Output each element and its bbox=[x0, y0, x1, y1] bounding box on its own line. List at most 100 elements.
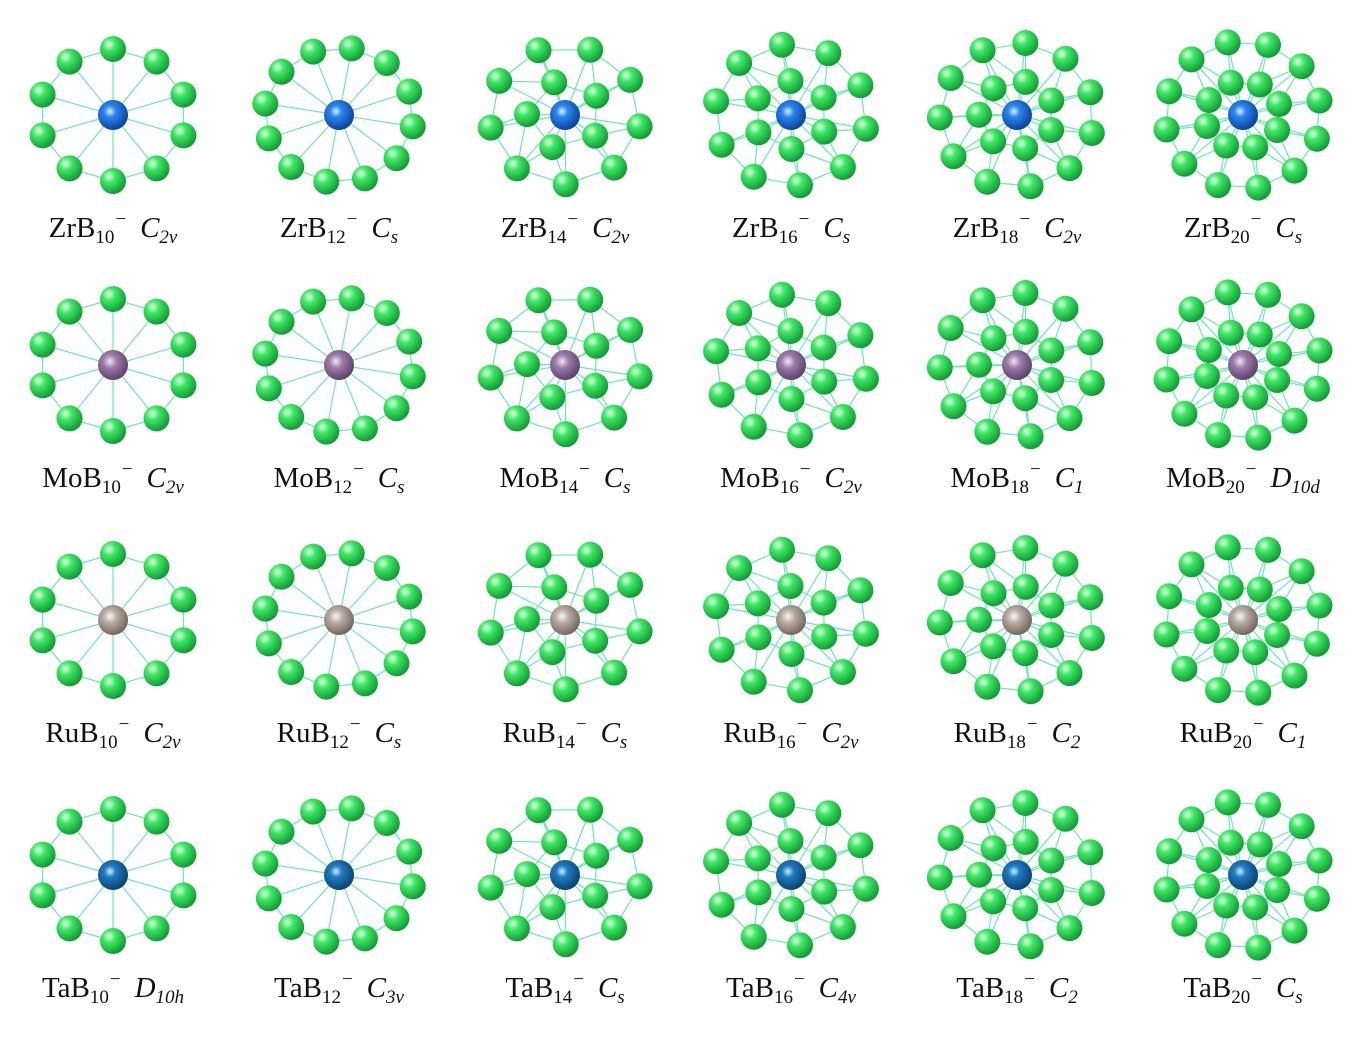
boron-atom bbox=[847, 322, 874, 349]
boron-atom bbox=[974, 928, 1001, 955]
formula-prefix: RuB bbox=[276, 717, 330, 749]
boron-atom bbox=[577, 286, 604, 313]
formula-prefix: TaB bbox=[726, 972, 774, 1004]
formula-prefix: MoB bbox=[273, 462, 334, 494]
cluster-TaB18: TaB18− C2 bbox=[904, 780, 1130, 1040]
structure-diagram bbox=[29, 796, 197, 954]
boron-atom bbox=[1017, 678, 1044, 705]
cluster-ZrB18: ZrB18− C2v bbox=[904, 20, 1130, 280]
structure-diagram bbox=[926, 790, 1105, 960]
cluster-RuB16: RuB16− C2v bbox=[678, 525, 904, 785]
boron-atom bbox=[1195, 847, 1222, 873]
boron-atom bbox=[525, 37, 552, 64]
point-group: Cs bbox=[371, 212, 399, 248]
boron-atom bbox=[829, 914, 856, 940]
boron-atom bbox=[1038, 592, 1065, 619]
boron-atom bbox=[1303, 125, 1330, 152]
boron-atom bbox=[396, 583, 423, 610]
cluster-RuB12: RuB12− Cs bbox=[226, 525, 452, 785]
cluster-TaB14: TaB14− Cs bbox=[452, 780, 678, 1040]
boron-count: 12 bbox=[321, 987, 341, 1008]
boron-atom bbox=[29, 882, 56, 909]
cluster-ZrB14: ZrB14− C2v bbox=[452, 20, 678, 280]
boron-atom bbox=[847, 72, 874, 99]
formula-prefix: RuB bbox=[953, 717, 1007, 749]
charge: − bbox=[1024, 969, 1035, 990]
boron-atom bbox=[143, 808, 170, 835]
boron-atom bbox=[525, 287, 552, 314]
boron-atom bbox=[1078, 880, 1105, 906]
formula-prefix: TaB bbox=[41, 972, 90, 1004]
boron-atom bbox=[708, 131, 735, 158]
boron-atom bbox=[617, 66, 644, 93]
boron-atom bbox=[1195, 337, 1222, 363]
boron-atom bbox=[100, 796, 126, 822]
boron-atom bbox=[937, 570, 964, 596]
boron-atom bbox=[100, 541, 126, 567]
boron-atom bbox=[1194, 873, 1220, 899]
boron-atom bbox=[477, 619, 504, 646]
boron-atom bbox=[740, 923, 767, 950]
boron-count: 14 bbox=[547, 227, 567, 248]
boron-atom bbox=[552, 676, 579, 703]
boron-atom bbox=[373, 300, 400, 326]
boron-atom bbox=[966, 101, 992, 128]
boron-atom bbox=[577, 541, 604, 568]
boron-atom bbox=[1171, 400, 1198, 427]
boron-atom bbox=[1194, 113, 1220, 139]
boron-atom bbox=[703, 593, 730, 620]
boron-atom bbox=[937, 65, 964, 91]
boron-atom bbox=[170, 331, 197, 358]
boron-atom bbox=[1213, 382, 1240, 409]
charge: − bbox=[1030, 459, 1041, 480]
boron-count: 20 bbox=[1231, 987, 1251, 1008]
boron-atom bbox=[351, 670, 378, 697]
boron-atom bbox=[486, 67, 513, 94]
boron-atom bbox=[268, 308, 295, 335]
boron-atom bbox=[1217, 574, 1244, 601]
cluster-TaB20: TaB20− Cs bbox=[1130, 780, 1355, 1040]
boron-atom bbox=[525, 542, 552, 569]
boron-atom bbox=[617, 571, 644, 598]
structure-diagram bbox=[29, 36, 197, 194]
charge: − bbox=[567, 209, 579, 230]
boron-atom bbox=[170, 627, 197, 654]
metal-atom-ru bbox=[324, 605, 354, 635]
boron-count: 14 bbox=[553, 987, 573, 1008]
boron-atom bbox=[966, 606, 992, 633]
cluster-label: MoB14− Cs bbox=[452, 460, 678, 497]
boron-atom bbox=[708, 891, 735, 918]
cluster-label: ZrB18− C2v bbox=[904, 210, 1130, 247]
formula-prefix: ZrB bbox=[952, 212, 1000, 244]
boron-atom bbox=[56, 298, 83, 325]
boron-atom bbox=[255, 375, 282, 402]
boron-atom bbox=[708, 636, 735, 663]
structure-diagram bbox=[252, 540, 426, 700]
boron-count: 18 bbox=[999, 227, 1019, 248]
boron-atom bbox=[373, 810, 400, 836]
formula-prefix: ZrB bbox=[279, 212, 327, 244]
formula-prefix: ZrB bbox=[1183, 212, 1231, 244]
metal-atom-ru bbox=[1228, 605, 1258, 635]
boron-atom bbox=[1306, 847, 1333, 874]
boron-atom bbox=[980, 325, 1007, 352]
boron-atom bbox=[1306, 87, 1333, 114]
boron-atom bbox=[777, 573, 804, 599]
boron-atom bbox=[769, 31, 795, 58]
boron-atom bbox=[486, 827, 513, 854]
structure-diagram bbox=[703, 31, 879, 199]
boron-atom bbox=[255, 630, 282, 657]
point-group: C2v bbox=[824, 462, 862, 498]
boron-atom bbox=[744, 845, 771, 872]
boron-count: 18 bbox=[1006, 732, 1026, 753]
boron-atom bbox=[1288, 813, 1315, 840]
boron-atom bbox=[778, 896, 805, 922]
boron-atom bbox=[143, 915, 170, 942]
cluster-TaB12: TaB12− C3v bbox=[226, 780, 452, 1040]
boron-atom bbox=[1156, 583, 1183, 610]
boron-atom bbox=[811, 623, 838, 650]
boron-atom bbox=[300, 38, 327, 65]
boron-atom bbox=[1012, 895, 1039, 922]
boron-atom bbox=[100, 673, 126, 699]
metal-atom-mo bbox=[1228, 350, 1258, 380]
